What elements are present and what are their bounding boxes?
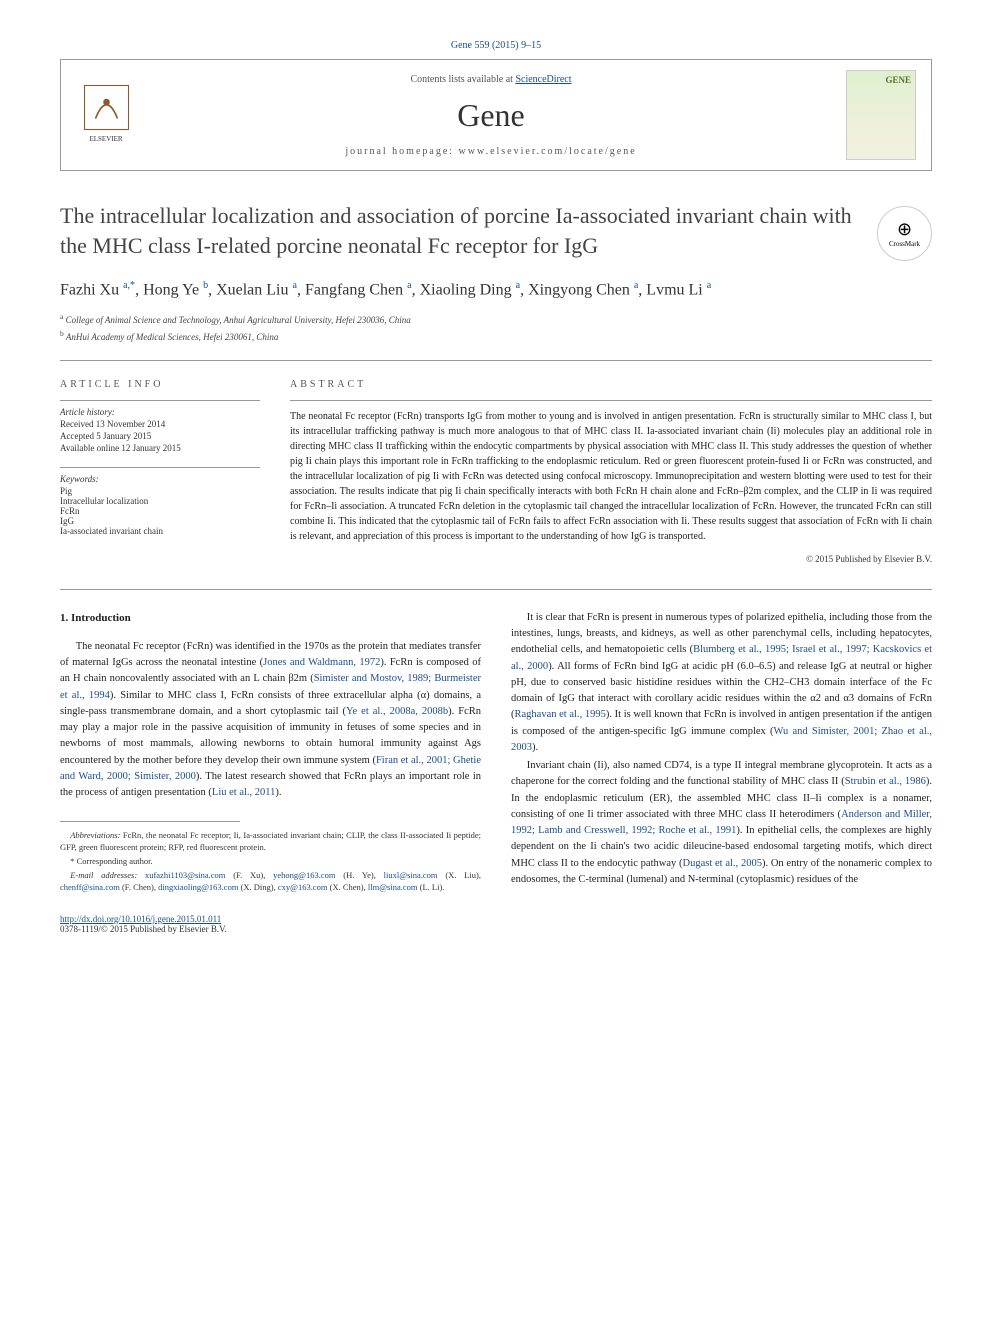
online-date: Available online 12 January 2015 (60, 443, 260, 453)
keywords-label: Keywords: (60, 474, 260, 484)
history-label: Article history: (60, 407, 260, 417)
introduction-heading: 1. Introduction (60, 610, 481, 627)
body-column-right: It is clear that FcRn is present in nume… (511, 610, 932, 896)
keyword-item: IgG (60, 516, 260, 526)
elsevier-logo: ELSEVIER (76, 80, 136, 150)
body-column-left: 1. Introduction The neonatal Fc receptor… (60, 610, 481, 896)
crossmark-icon: ⊕ (897, 219, 912, 240)
citation-link[interactable]: Liu et al., 2011 (212, 787, 275, 798)
gene-cover-icon: GENE (846, 70, 916, 160)
footnotes-block: Abbreviations: FcRn, the neonatal Fc rec… (60, 830, 481, 893)
keyword-item: Intracellular localization (60, 496, 260, 506)
abstract-copyright: © 2015 Published by Elsevier B.V. (290, 554, 932, 564)
email-link[interactable]: liuxl@sina.com (384, 870, 438, 880)
citation-link[interactable]: Strubin et al., 1986 (845, 776, 926, 787)
sciencedirect-link[interactable]: ScienceDirect (515, 74, 571, 85)
email-link[interactable]: dingxiaoling@163.com (158, 882, 238, 892)
section-divider (60, 360, 932, 361)
doi-link[interactable]: http://dx.doi.org/10.1016/j.gene.2015.01… (60, 914, 221, 924)
email-author: (F. Chen), (120, 882, 158, 892)
journal-name: Gene (136, 97, 846, 134)
affiliation: b AnHui Academy of Medical Sciences, Hef… (60, 329, 932, 342)
keyword-item: FcRn (60, 506, 260, 516)
email-author: (X. Liu), (438, 870, 481, 880)
abstract-block: ABSTRACT The neonatal Fc receptor (FcRn)… (290, 379, 932, 564)
section-divider (60, 589, 932, 590)
accepted-date: Accepted 5 January 2015 (60, 431, 260, 441)
contents-line: Contents lists available at ScienceDirec… (136, 74, 846, 85)
abstract-heading: ABSTRACT (290, 379, 932, 390)
keyword-item: Ia-associated invariant chain (60, 526, 260, 536)
email-author: (F. Xu), (225, 870, 273, 880)
authors-list: Fazhi Xu a,*, Hong Ye b, Xuelan Liu a, F… (60, 280, 932, 299)
abstract-text: The neonatal Fc receptor (FcRn) transpor… (290, 400, 932, 544)
email-link[interactable]: yehong@163.com (273, 870, 335, 880)
email-link[interactable]: llm@sina.com (368, 882, 418, 892)
corresponding-author: * Corresponding author. (60, 856, 481, 868)
affiliation: a College of Animal Science and Technolo… (60, 312, 932, 325)
keyword-item: Pig (60, 486, 260, 496)
journal-header: ELSEVIER Contents lists available at Sci… (60, 59, 932, 171)
body-paragraph: Invariant chain (Ii), also named CD74, i… (511, 758, 932, 888)
received-date: Received 13 November 2014 (60, 419, 260, 429)
body-paragraph: The neonatal Fc receptor (FcRn) was iden… (60, 639, 481, 802)
journal-homepage: journal homepage: www.elsevier.com/locat… (136, 146, 846, 157)
article-body: 1. Introduction The neonatal Fc receptor… (60, 610, 932, 896)
email-link[interactable]: chenff@sina.com (60, 882, 120, 892)
abbreviations-text: FcRn, the neonatal Fc receptor; Ii, Ia-a… (60, 830, 481, 852)
citation-link[interactable]: Jones and Waldmann, 1972 (263, 657, 380, 668)
issn-copyright: 0378-1119/© 2015 Published by Elsevier B… (60, 924, 227, 934)
citation-link[interactable]: Dugast et al., 2005 (683, 858, 762, 869)
crossmark-badge[interactable]: ⊕ CrossMark (877, 206, 932, 261)
email-author: (X. Chen), (328, 882, 368, 892)
crossmark-label: CrossMark (889, 240, 920, 248)
article-title: The intracellular localization and assoc… (60, 201, 932, 260)
citation-link[interactable]: Raghavan et al., 1995 (515, 709, 606, 720)
email-author: (H. Ye), (336, 870, 384, 880)
top-citation: Gene 559 (2015) 9–15 (60, 40, 932, 51)
abbreviations-label: Abbreviations: (70, 830, 120, 840)
email-link[interactable]: cxy@163.com (278, 882, 328, 892)
email-author: (L. Li). (418, 882, 445, 892)
footnote-divider (60, 821, 240, 822)
doi-block: http://dx.doi.org/10.1016/j.gene.2015.01… (60, 914, 932, 934)
body-paragraph: It is clear that FcRn is present in nume… (511, 610, 932, 756)
email-link[interactable]: xufazhi1103@sina.com (145, 870, 225, 880)
article-info-block: ARTICLE INFO Article history: Received 1… (60, 379, 260, 564)
email-label: E-mail addresses: (70, 870, 145, 880)
elsevier-label: ELSEVIER (89, 135, 122, 143)
citation-link[interactable]: Ye et al., 2008a, 2008b (346, 706, 448, 717)
email-author: (X. Ding), (238, 882, 277, 892)
article-info-heading: ARTICLE INFO (60, 379, 260, 390)
